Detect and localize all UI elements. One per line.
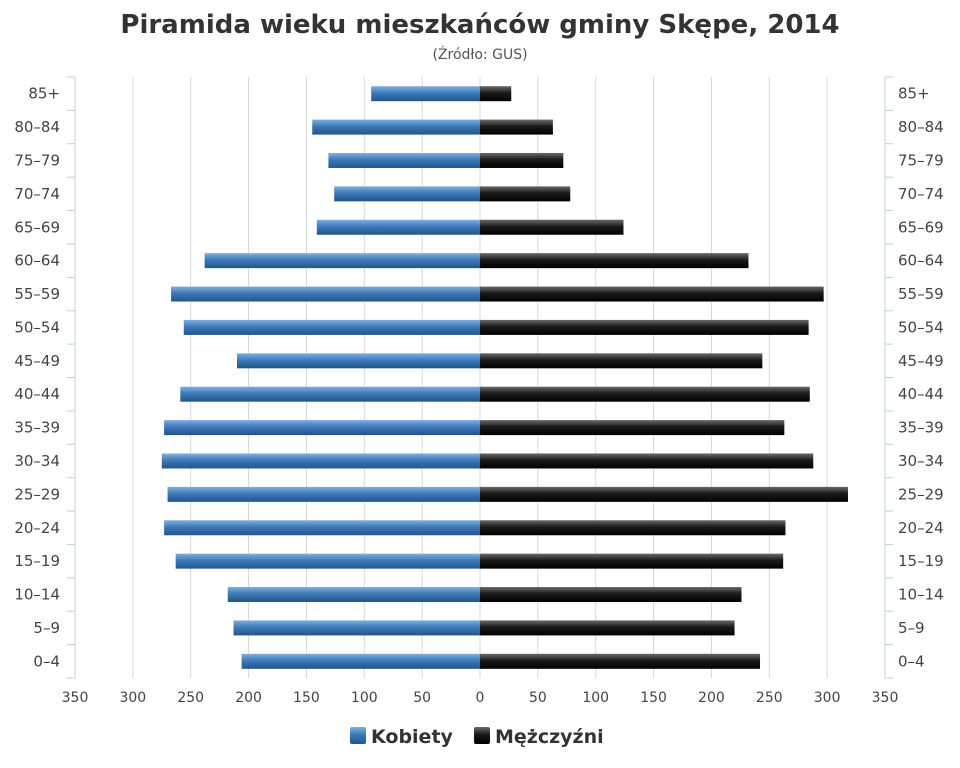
grid-lines xyxy=(67,76,893,679)
bar-mezczyzni[interactable] xyxy=(480,620,735,636)
bar-mezczyzni[interactable] xyxy=(480,386,810,402)
category-label-right: 20–24 xyxy=(898,519,944,537)
x-tick-label: 250 xyxy=(756,690,783,706)
category-label-right: 10–14 xyxy=(898,586,944,604)
bar-mezczyzni[interactable] xyxy=(480,319,809,335)
bar-mezczyzni[interactable] xyxy=(480,587,742,603)
category-label-left: 15–19 xyxy=(14,552,60,570)
category-label-left: 0–4 xyxy=(33,652,60,670)
x-tick-label: 350 xyxy=(872,690,899,706)
bar-mezczyzni[interactable] xyxy=(480,152,564,168)
category-labels: 85+ 85+ 80–84 80–84 75–79 75–79 70–74 70–74 65–6… xyxy=(14,85,943,671)
bar-mezczyzni[interactable] xyxy=(480,520,786,536)
category-label-left: 85+ xyxy=(28,85,60,103)
category-label-right: 55–59 xyxy=(898,285,944,303)
x-tick-label: 250 xyxy=(177,690,204,706)
category-label-left: 80–84 xyxy=(14,118,60,136)
category-label-left: 30–34 xyxy=(14,452,60,470)
bar-kobiety[interactable] xyxy=(371,86,480,102)
category-label-right: 75–79 xyxy=(898,151,944,169)
bar-kobiety[interactable] xyxy=(328,152,480,168)
category-label-right: 85+ xyxy=(898,85,930,103)
category-label-left: 40–44 xyxy=(14,385,60,403)
category-label-right: 35–39 xyxy=(898,419,944,437)
category-label-right: 5–9 xyxy=(898,619,925,637)
bar-kobiety[interactable] xyxy=(161,453,481,469)
bar-mezczyzni[interactable] xyxy=(480,653,761,669)
category-label-left: 65–69 xyxy=(14,218,60,236)
bar-mezczyzni[interactable] xyxy=(480,486,848,502)
bar-kobiety[interactable] xyxy=(227,587,480,603)
bar-kobiety[interactable] xyxy=(171,286,481,302)
x-tick-label: 100 xyxy=(351,690,378,706)
category-label-right: 40–44 xyxy=(898,385,944,403)
bar-kobiety[interactable] xyxy=(241,653,480,669)
bar-mezczyzni[interactable] xyxy=(480,86,512,102)
bar-kobiety[interactable] xyxy=(237,353,480,369)
chart-title: Piramida wieku mieszkańców gminy Skępe, … xyxy=(120,10,839,40)
x-tick-label: 0 xyxy=(476,690,485,706)
bar-kobiety[interactable] xyxy=(312,119,480,135)
bars xyxy=(161,86,848,669)
category-label-left: 5–9 xyxy=(33,619,60,637)
bar-mezczyzni[interactable] xyxy=(480,453,814,469)
x-axis-ticks: 350 300 250 200 150 100 50 0 50 100 150 200 250 300 35… xyxy=(62,690,899,706)
x-tick-label: 50 xyxy=(529,690,547,706)
x-tick-label: 150 xyxy=(293,690,320,706)
category-label-right: 80–84 xyxy=(898,118,944,136)
bar-kobiety[interactable] xyxy=(164,420,480,436)
category-label-right: 65–69 xyxy=(898,218,944,236)
bar-kobiety[interactable] xyxy=(167,486,481,502)
category-label-right: 50–54 xyxy=(898,318,944,336)
category-label-right: 0–4 xyxy=(898,652,925,670)
category-label-left: 75–79 xyxy=(14,151,60,169)
category-label-right: 30–34 xyxy=(898,452,944,470)
bar-kobiety[interactable] xyxy=(316,219,480,235)
legend-label-kobiety[interactable]: Kobiety xyxy=(371,726,454,748)
bar-kobiety[interactable] xyxy=(334,186,480,202)
legend-label-mezczyzni[interactable]: Mężczyźni xyxy=(495,726,604,748)
x-tick-label: 200 xyxy=(235,690,262,706)
category-label-left: 20–24 xyxy=(14,519,60,537)
chart-subtitle: (Źródło: GUS) xyxy=(432,45,527,63)
bar-kobiety[interactable] xyxy=(164,520,480,536)
bar-kobiety[interactable] xyxy=(180,386,481,402)
bar-mezczyzni[interactable] xyxy=(480,420,785,436)
bar-kobiety[interactable] xyxy=(233,620,480,636)
category-label-right: 60–64 xyxy=(898,252,944,270)
category-label-right: 25–29 xyxy=(898,485,944,503)
bar-kobiety[interactable] xyxy=(183,319,480,335)
legend[interactable]: Kobiety Mężczyźni xyxy=(350,726,604,748)
category-label-left: 10–14 xyxy=(14,586,60,604)
x-tick-label: 350 xyxy=(62,690,89,706)
legend-swatch-mezczyzni[interactable] xyxy=(474,727,490,744)
x-tick-label: 50 xyxy=(413,690,431,706)
bar-mezczyzni[interactable] xyxy=(480,253,749,269)
category-label-left: 35–39 xyxy=(14,419,60,437)
category-label-right: 70–74 xyxy=(898,185,944,203)
x-tick-label: 300 xyxy=(119,690,146,706)
category-label-left: 55–59 xyxy=(14,285,60,303)
x-tick-label: 300 xyxy=(814,690,841,706)
x-tick-label: 200 xyxy=(698,690,725,706)
category-label-left: 45–49 xyxy=(14,352,60,370)
bar-mezczyzni[interactable] xyxy=(480,286,824,302)
bar-kobiety[interactable] xyxy=(204,253,480,269)
bar-mezczyzni[interactable] xyxy=(480,353,763,369)
bar-mezczyzni[interactable] xyxy=(480,219,624,235)
bar-kobiety[interactable] xyxy=(175,553,480,569)
bar-mezczyzni[interactable] xyxy=(480,553,784,569)
category-label-right: 15–19 xyxy=(898,552,944,570)
x-tick-label: 100 xyxy=(582,690,609,706)
category-label-left: 60–64 xyxy=(14,252,60,270)
category-label-left: 25–29 xyxy=(14,485,60,503)
category-label-left: 70–74 xyxy=(14,185,60,203)
category-label-left: 50–54 xyxy=(14,318,60,336)
bar-mezczyzni[interactable] xyxy=(480,186,571,202)
x-tick-label: 150 xyxy=(640,690,667,706)
category-label-right: 45–49 xyxy=(898,352,944,370)
legend-swatch-kobiety[interactable] xyxy=(350,727,366,744)
bar-mezczyzni[interactable] xyxy=(480,119,553,135)
